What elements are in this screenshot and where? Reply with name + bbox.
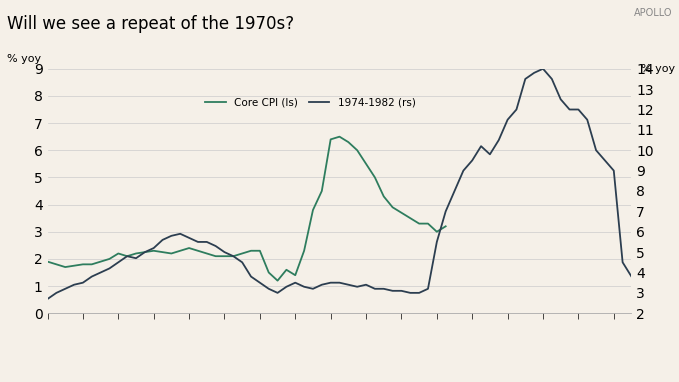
Core CPI (ls) <box>149 248 158 253</box>
Core CPI (ls) <box>105 257 113 261</box>
Core CPI (ls) <box>96 259 105 264</box>
1974-1982 (rs) <box>627 274 636 279</box>
Y-axis label: % yoy: % yoy <box>7 54 41 64</box>
Core CPI (ls) <box>353 148 361 152</box>
Core CPI (ls) <box>141 250 149 254</box>
Line: Core CPI (ls): Core CPI (ls) <box>48 137 445 281</box>
Core CPI (ls) <box>327 137 335 142</box>
Core CPI (ls) <box>309 208 317 212</box>
Core CPI (ls) <box>362 162 370 166</box>
1974-1982 (rs) <box>309 286 317 291</box>
Core CPI (ls) <box>291 273 299 277</box>
Core CPI (ls) <box>415 221 423 226</box>
Text: APOLLO: APOLLO <box>634 8 672 18</box>
Core CPI (ls) <box>212 254 220 259</box>
Core CPI (ls) <box>318 189 326 193</box>
Core CPI (ls) <box>79 262 87 267</box>
Core CPI (ls) <box>274 278 282 283</box>
1974-1982 (rs) <box>539 66 547 71</box>
Y-axis label: % yoy: % yoy <box>641 64 675 74</box>
Core CPI (ls) <box>406 216 414 220</box>
Core CPI (ls) <box>424 221 432 226</box>
Core CPI (ls) <box>282 267 291 272</box>
Core CPI (ls) <box>88 262 96 267</box>
1974-1982 (rs) <box>592 148 600 152</box>
Core CPI (ls) <box>247 248 255 253</box>
Core CPI (ls) <box>433 230 441 234</box>
Core CPI (ls) <box>300 248 308 253</box>
Core CPI (ls) <box>61 265 69 269</box>
Core CPI (ls) <box>114 251 122 256</box>
1974-1982 (rs) <box>43 297 52 301</box>
Core CPI (ls) <box>344 140 352 144</box>
Core CPI (ls) <box>230 254 238 259</box>
Core CPI (ls) <box>203 251 211 256</box>
Core CPI (ls) <box>52 262 60 267</box>
Text: Will we see a repeat of the 1970s?: Will we see a repeat of the 1970s? <box>7 15 294 33</box>
Core CPI (ls) <box>167 251 175 256</box>
Core CPI (ls) <box>194 248 202 253</box>
Core CPI (ls) <box>335 134 344 139</box>
1974-1982 (rs) <box>486 152 494 157</box>
Core CPI (ls) <box>256 248 264 253</box>
Legend: Core CPI (ls), 1974-1982 (rs): Core CPI (ls), 1974-1982 (rs) <box>201 94 420 112</box>
Core CPI (ls) <box>371 175 379 180</box>
Core CPI (ls) <box>43 259 52 264</box>
Core CPI (ls) <box>132 251 140 256</box>
Line: 1974-1982 (rs): 1974-1982 (rs) <box>48 69 631 299</box>
1974-1982 (rs) <box>132 256 140 261</box>
Core CPI (ls) <box>265 270 273 275</box>
1974-1982 (rs) <box>114 260 122 265</box>
Core CPI (ls) <box>176 248 184 253</box>
Core CPI (ls) <box>397 210 405 215</box>
Core CPI (ls) <box>221 254 229 259</box>
Core CPI (ls) <box>70 264 78 268</box>
Core CPI (ls) <box>123 254 131 259</box>
Core CPI (ls) <box>441 224 449 228</box>
Core CPI (ls) <box>185 246 193 250</box>
Core CPI (ls) <box>388 205 397 210</box>
1974-1982 (rs) <box>282 285 291 289</box>
Core CPI (ls) <box>158 250 166 254</box>
Core CPI (ls) <box>238 251 246 256</box>
Core CPI (ls) <box>380 194 388 199</box>
